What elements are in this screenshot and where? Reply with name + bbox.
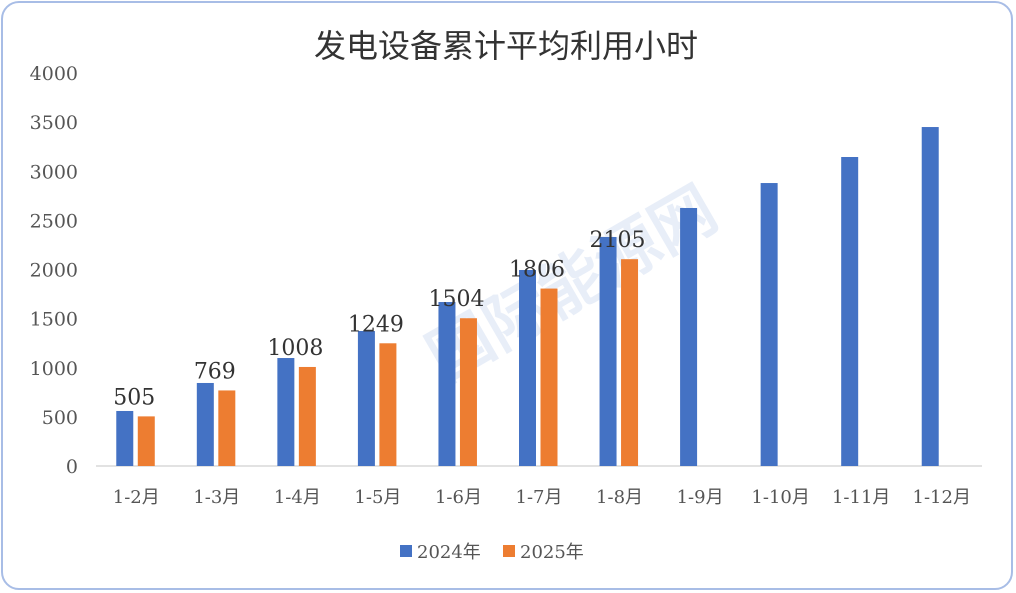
data-label: 1249 xyxy=(348,312,404,337)
x-tick-label: 1-6月 xyxy=(435,487,482,508)
x-tick-label: 1-7月 xyxy=(516,487,563,508)
x-tick-label: 1-4月 xyxy=(274,487,321,508)
y-tick-label: 3500 xyxy=(30,112,78,134)
bar-2025年 xyxy=(298,366,316,466)
chart-title: 发电设备累计平均利用小时 xyxy=(314,27,698,65)
bar-2024年 xyxy=(921,127,939,466)
y-tick-label: 4000 xyxy=(30,63,78,85)
y-tick-label: 2000 xyxy=(30,260,78,282)
x-tick-label: 1-12月 xyxy=(913,487,971,508)
bar-2025年 xyxy=(379,343,397,466)
bar-2024年 xyxy=(277,358,295,466)
y-tick-label: 1000 xyxy=(30,358,78,380)
y-tick-label: 2500 xyxy=(30,210,78,232)
y-tick-label: 3000 xyxy=(30,161,78,183)
data-label: 1504 xyxy=(428,287,484,312)
bar-chart: 发电设备累计平均利用小时国际能源网05001000150020002500300… xyxy=(30,27,982,563)
bar-2024年 xyxy=(357,331,375,466)
data-label: 2105 xyxy=(590,228,646,253)
bar-2025年 xyxy=(137,416,155,466)
x-tick-label: 1-11月 xyxy=(832,487,890,508)
bar-2025年 xyxy=(621,259,639,466)
x-tick-label: 1-8月 xyxy=(596,487,643,508)
x-tick-label: 1-9月 xyxy=(677,487,724,508)
data-label: 1008 xyxy=(267,336,323,361)
bar-2025年 xyxy=(218,390,236,466)
bar-2024年 xyxy=(196,382,214,466)
legend-label: 2024年 xyxy=(417,542,481,563)
bar-2024年 xyxy=(116,410,134,466)
data-label: 769 xyxy=(194,359,236,384)
y-tick-label: 500 xyxy=(42,407,78,429)
legend-swatch xyxy=(503,545,515,557)
legend-label: 2025年 xyxy=(520,542,584,563)
bar-2024年 xyxy=(680,207,698,467)
bar-2025年 xyxy=(459,318,477,466)
bar-2024年 xyxy=(599,236,617,466)
bar-2025年 xyxy=(540,288,558,466)
bar-2024年 xyxy=(841,157,859,466)
bar-2024年 xyxy=(519,269,536,466)
bar-2024年 xyxy=(438,302,456,466)
y-tick-label: 0 xyxy=(66,456,78,478)
y-tick-label: 1500 xyxy=(30,309,78,331)
x-tick-label: 1-3月 xyxy=(193,487,240,508)
x-tick-label: 1-10月 xyxy=(751,487,809,508)
legend-swatch xyxy=(400,545,412,557)
data-label: 505 xyxy=(113,385,155,410)
bar-2024年 xyxy=(760,183,778,467)
data-label: 1806 xyxy=(509,258,565,283)
x-tick-label: 1-5月 xyxy=(354,487,401,508)
x-tick-label: 1-2月 xyxy=(113,487,160,508)
